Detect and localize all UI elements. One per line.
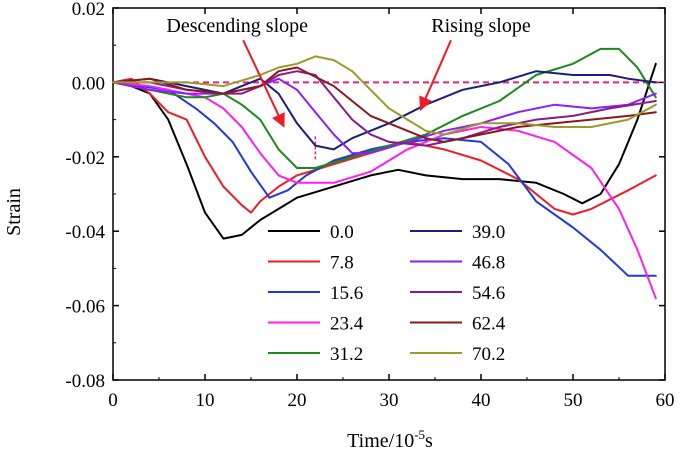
plot-frame xyxy=(112,7,666,381)
legend-label: 46.8 xyxy=(472,253,505,274)
y-axis-title: Strain xyxy=(3,188,25,236)
legend-label: 7.8 xyxy=(330,253,354,274)
annotation-label-1: Rising slope xyxy=(431,15,531,37)
x-tick-label: 40 xyxy=(472,390,491,411)
x-tick-label: 30 xyxy=(380,390,399,411)
x-axis-title-unit: s xyxy=(425,430,433,452)
legend-label: 31.2 xyxy=(330,344,363,365)
annotation-layer: Descending slope Rising slope xyxy=(166,15,531,128)
series-line-23.4 xyxy=(112,81,657,300)
legend-label: 15.6 xyxy=(330,283,363,304)
x-tick-label: 60 xyxy=(656,390,675,411)
legend: 0.0 7.8 15.6 23.4 31.2 39.0 46.8 54.6 62.4 70.2 xyxy=(268,222,506,365)
annotation-arrow-0 xyxy=(242,39,285,128)
legend-label: 23.4 xyxy=(330,314,364,335)
x-tick-label: 50 xyxy=(564,390,583,411)
series-line-0.0 xyxy=(112,62,657,240)
y-tick-label: 0.00 xyxy=(72,73,105,94)
y-tick-label: 0.02 xyxy=(72,0,105,20)
legend-label: 0.0 xyxy=(330,222,354,243)
axes-layer: 0 10 20 30 40 50 60 0.02 0.00 -0.02 -0.04 -0.06 -0.0… xyxy=(65,0,674,411)
x-axis-title: Time/10-5s xyxy=(347,427,433,452)
reference-layer xyxy=(113,81,665,161)
series-line-31.2 xyxy=(112,47,657,169)
annotation-label-0: Descending slope xyxy=(166,15,308,37)
x-axis-title-main: Time/10 xyxy=(347,430,414,452)
y-tick-label: -0.02 xyxy=(65,148,105,169)
y-tick-label: -0.08 xyxy=(65,371,105,392)
series-layer xyxy=(112,47,657,300)
series-line-15.6 xyxy=(112,81,657,277)
y-tick-label: -0.04 xyxy=(65,222,105,243)
legend-label: 62.4 xyxy=(472,314,506,335)
y-tick-label: -0.06 xyxy=(65,297,105,318)
series-line-70.2 xyxy=(112,55,657,136)
x-axis-title-exponent: -5 xyxy=(414,427,425,442)
x-tick-label: 0 xyxy=(108,390,118,411)
legend-label: 70.2 xyxy=(472,344,505,365)
x-tick-label: 10 xyxy=(196,390,215,411)
legend-label: 39.0 xyxy=(472,222,505,243)
series-line-62.4 xyxy=(112,66,657,143)
legend-label: 54.6 xyxy=(472,283,505,304)
x-tick-label: 20 xyxy=(288,390,307,411)
series-line-7.8 xyxy=(112,77,657,216)
annotation-arrow-1 xyxy=(419,39,452,112)
